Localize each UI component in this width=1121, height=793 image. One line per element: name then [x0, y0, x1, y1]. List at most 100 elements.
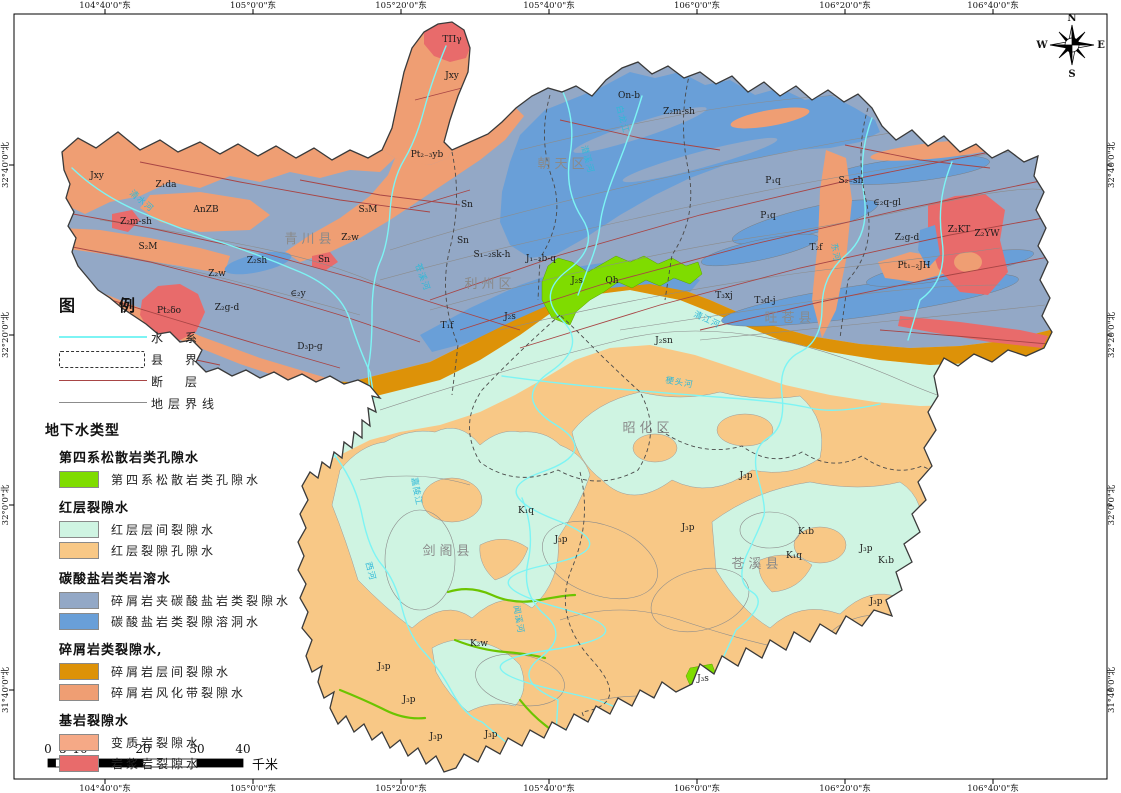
unit-label: Z₂sh [247, 256, 267, 266]
groundwater-item-label: 第四系松散岩类孔隙水 [111, 473, 262, 487]
unit-label: Z₂YW [974, 229, 1000, 239]
county-symbol-icon [59, 350, 151, 368]
compass-w: W [1035, 40, 1048, 51]
unit-label: S₁₋₂sk-h [474, 250, 511, 260]
legend-item-stratum: 地层界线 [59, 392, 280, 414]
unit-label: TΠγ [442, 35, 461, 45]
coord-label: 105°20'0"东 [375, 0, 426, 11]
legend-item-label: 县 界 [151, 352, 203, 367]
legend-groundwater-groups: 第四系松散岩类孔隙水 第四系松散岩类孔隙水 红层裂隙水 红层层间裂隙水 红层裂隙孔隙水碳… [45, 447, 288, 774]
unit-label: Jxy [89, 171, 105, 181]
unit-label: Z₂m-sh [120, 217, 152, 227]
color-swatch [59, 613, 99, 630]
color-swatch [59, 663, 99, 680]
coord-label: 106°0'0"东 [674, 0, 720, 11]
region-outline [61, 21, 1053, 773]
groundwater-legend-item: 碳酸盐岩类裂隙溶洞水 [59, 611, 280, 632]
coord-label: 32°40'0"北 [1107, 141, 1117, 188]
scalenum-label: 20 [135, 742, 150, 756]
scalenum-label: 40 [235, 742, 250, 756]
unit-label: T₂f [810, 243, 824, 253]
unit-label: T₁f [441, 321, 455, 331]
unit-label: Sn [457, 236, 469, 246]
unit-label: J₃p [859, 544, 873, 554]
unit-label: S₂₋sh [839, 176, 864, 186]
coord-label: 106°20'0"东 [819, 783, 870, 793]
fault-symbol-icon [59, 372, 151, 390]
coord-label: 105°20'0"东 [375, 783, 426, 793]
groundwater-legend-item: 第四系松散岩类孔隙水 [59, 469, 280, 490]
riverlbl-label: 嘉陵江 [409, 477, 425, 507]
coord-label: 32°20'0"北 [1, 311, 11, 358]
color-swatch [59, 755, 99, 772]
unit-label: Z₂KT [948, 225, 971, 235]
riverlbl-label: 闻溪河 [511, 605, 527, 635]
coord-label: 105°40'0"东 [523, 0, 574, 11]
compass-e: E [1097, 40, 1105, 51]
coord-label: 31°40'0"北 [1107, 666, 1117, 713]
groundwater-legend-item: 红层层间裂隙水 [59, 519, 280, 540]
unit-label: Z₂g-d [215, 303, 240, 313]
groundwater-group-heading: 红层裂隙水 [59, 501, 130, 516]
color-swatch [59, 684, 99, 701]
unit-label: Sn [318, 255, 330, 265]
groundwater-item-label: 碎屑岩夹碳酸盐岩类裂隙水 [111, 594, 292, 608]
groundwater-item-label: 变质岩裂隙水 [111, 736, 202, 750]
groundwater-legend-item: 碎屑岩夹碳酸盐岩类裂隙水 [59, 590, 288, 611]
scalenum-label: 0 [44, 742, 52, 756]
unit-label: Jxy [444, 71, 460, 81]
river-symbol-icon [59, 328, 151, 346]
coord-label: 105°40'0"东 [523, 783, 574, 793]
groundwater-item-label: 红层裂隙孔隙水 [111, 544, 217, 558]
unit-label: K₂w [470, 639, 488, 649]
unit-label: Pt₂₋₃yb [411, 150, 444, 160]
unit-label: J₃p [484, 730, 498, 740]
groundwater-item-label: 碎屑岩层间裂隙水 [111, 665, 232, 679]
county-label: 青川县 [284, 232, 335, 247]
unit-label: J₁₋₂b-q [525, 254, 556, 264]
groundwater-item-label: 红层层间裂隙水 [111, 523, 217, 537]
color-swatch [59, 471, 99, 488]
coord-label: 32°0'0"北 [1, 484, 11, 525]
unit-label: J₃p [681, 523, 695, 533]
coord-label: 106°40'0"东 [967, 0, 1018, 11]
unit-label: D₃p-g [297, 342, 323, 352]
compass-rose: N S W E [1035, 13, 1105, 80]
unit-label: Pt₁₋₂JH [897, 261, 930, 271]
unit-label: Z₁da [156, 180, 178, 190]
unit-label: ∈₂y [290, 289, 306, 299]
unit-label: K₁b [798, 527, 814, 537]
groundwater-item-label: 岩浆岩裂隙水 [111, 757, 202, 771]
groundwater-item-label: 碳酸盐岩类裂隙溶洞水 [111, 615, 262, 629]
unit-label: Qh [605, 276, 618, 286]
unit-label: K₁q [786, 551, 802, 561]
compass-n: N [1067, 13, 1076, 24]
unit-label: K₁b [878, 556, 894, 566]
legend-item-label: 断 层 [151, 374, 203, 389]
coord-label: 106°40'0"东 [967, 783, 1018, 793]
groundwater-group-heading: 碳酸盐岩类岩溶水 [59, 572, 172, 587]
unit-label: S₃M [359, 205, 378, 215]
county-label: 朝天区 [537, 157, 588, 172]
unit-label: K₁q [518, 506, 534, 516]
unit-label: P₁q [760, 211, 776, 221]
county-label: 昭化区 [622, 421, 673, 436]
legend-item-label: 水 系 [151, 330, 203, 345]
unit-label: T₃d-j [754, 296, 775, 306]
riverlbl-label: 东河 [828, 242, 842, 263]
coord-label: 106°20'0"东 [819, 0, 870, 11]
unit-label: J₂s [570, 276, 583, 286]
county-label: 利州区 [464, 277, 515, 292]
riverlbl-label: 梗头河 [664, 375, 694, 391]
coord-label: 104°40'0"东 [79, 0, 130, 11]
county-label: 苍溪县 [731, 557, 782, 572]
coord-label: 104°40'0"东 [79, 783, 130, 793]
groundwater-group-heading: 碎屑岩类裂隙水, [59, 643, 163, 658]
unit-label: ∈₂q-gl [873, 198, 901, 208]
groundwater-legend-item: 岩浆岩裂隙水 [59, 753, 280, 774]
unit-label: Z₂m-sh [663, 107, 695, 117]
unit-label: Z₂g-d [895, 233, 920, 243]
legend-title: 图 例 [59, 296, 150, 315]
